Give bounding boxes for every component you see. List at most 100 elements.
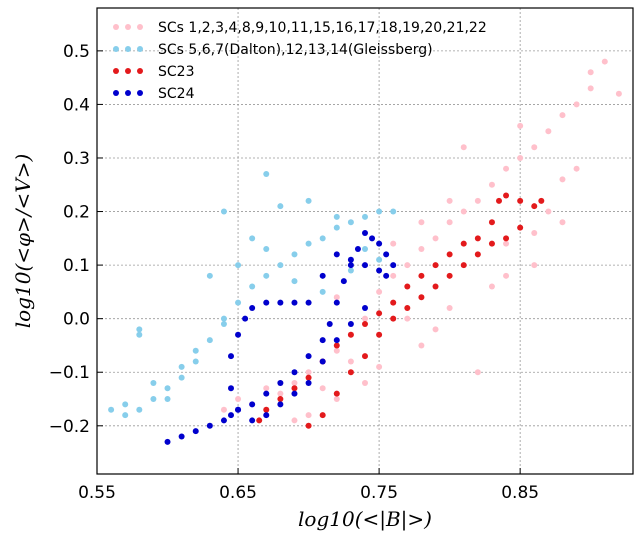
data-point bbox=[347, 262, 354, 269]
data-point bbox=[573, 165, 580, 172]
data-point bbox=[418, 219, 425, 226]
legend-label: SC23 bbox=[158, 64, 194, 80]
data-point bbox=[488, 240, 495, 247]
data-point bbox=[383, 251, 390, 258]
y-tick-label: 0.0 bbox=[63, 310, 90, 330]
y-tick-label: 0.5 bbox=[63, 42, 90, 62]
data-point bbox=[249, 283, 256, 290]
data-point bbox=[256, 417, 263, 424]
data-point bbox=[192, 358, 199, 365]
data-point bbox=[228, 412, 234, 419]
data-point bbox=[488, 219, 495, 226]
data-point bbox=[362, 353, 368, 360]
legend-marker bbox=[125, 24, 131, 30]
data-point bbox=[615, 90, 622, 97]
data-point bbox=[164, 438, 171, 445]
data-point bbox=[503, 192, 510, 199]
x-axis-label: log10(<|B|>) bbox=[298, 507, 432, 532]
data-point bbox=[305, 197, 312, 204]
data-point bbox=[305, 240, 312, 247]
data-point bbox=[362, 321, 368, 328]
data-point bbox=[249, 417, 256, 424]
data-point bbox=[362, 246, 368, 253]
legend-label: SCs 5,6,7(Dalton),12,13,14(Gleissberg) bbox=[158, 42, 433, 58]
data-point bbox=[446, 304, 453, 311]
data-point bbox=[192, 428, 199, 435]
y-tick-label: 0.1 bbox=[63, 256, 90, 276]
data-point bbox=[228, 385, 234, 392]
data-point bbox=[333, 294, 340, 301]
data-point bbox=[488, 283, 495, 290]
legend-label: SCs 1,2,3,4,8,9,10,11,15,16,17,18,19,20,… bbox=[158, 20, 487, 36]
data-point bbox=[277, 396, 284, 403]
data-point bbox=[460, 144, 467, 151]
data-point bbox=[333, 213, 340, 220]
data-point bbox=[531, 262, 538, 269]
data-point bbox=[122, 412, 129, 419]
data-point bbox=[263, 385, 270, 392]
data-point bbox=[263, 412, 270, 419]
data-point bbox=[263, 390, 270, 397]
data-point bbox=[305, 379, 312, 386]
data-point bbox=[178, 374, 185, 381]
data-point bbox=[587, 85, 594, 92]
data-point bbox=[503, 165, 510, 172]
data-point bbox=[305, 374, 312, 381]
data-point bbox=[277, 379, 284, 386]
data-point bbox=[432, 326, 439, 333]
data-point bbox=[277, 401, 284, 408]
data-point bbox=[150, 396, 157, 403]
data-point bbox=[277, 299, 284, 306]
data-point bbox=[192, 347, 199, 354]
data-point bbox=[390, 262, 397, 269]
legend-marker bbox=[137, 24, 143, 30]
data-point bbox=[228, 353, 234, 360]
data-point bbox=[362, 379, 368, 386]
legend-marker bbox=[113, 46, 119, 52]
data-point bbox=[369, 235, 376, 242]
data-point bbox=[531, 203, 538, 210]
data-point bbox=[362, 213, 368, 220]
data-point bbox=[601, 58, 608, 65]
data-point bbox=[517, 154, 524, 161]
data-point bbox=[347, 256, 354, 263]
data-point bbox=[291, 278, 298, 285]
data-point bbox=[178, 363, 185, 370]
x-tick-label: 0.55 bbox=[78, 483, 116, 503]
data-point bbox=[108, 406, 115, 413]
data-point bbox=[531, 144, 538, 151]
data-point bbox=[545, 128, 552, 135]
data-point bbox=[347, 219, 354, 226]
data-point bbox=[474, 369, 481, 376]
data-point bbox=[326, 321, 333, 328]
data-point bbox=[503, 272, 510, 279]
data-point bbox=[404, 262, 411, 269]
series-layer bbox=[108, 58, 622, 445]
data-point bbox=[263, 299, 270, 306]
data-point bbox=[559, 112, 566, 119]
data-point bbox=[277, 203, 284, 210]
data-point bbox=[333, 337, 340, 344]
data-point bbox=[263, 406, 270, 413]
data-point bbox=[291, 390, 298, 397]
data-point bbox=[319, 358, 326, 365]
data-point bbox=[573, 101, 580, 108]
data-point bbox=[474, 251, 481, 258]
data-point bbox=[376, 310, 383, 317]
data-point bbox=[333, 299, 340, 306]
data-point bbox=[446, 272, 453, 279]
data-point bbox=[390, 272, 397, 279]
data-point bbox=[235, 331, 242, 338]
data-point bbox=[503, 240, 510, 247]
y-axis-label: log10(<φ>/<V>) bbox=[11, 154, 35, 329]
data-point bbox=[404, 283, 411, 290]
data-point bbox=[418, 272, 425, 279]
data-point bbox=[418, 342, 425, 349]
data-point bbox=[319, 272, 326, 279]
data-point bbox=[354, 246, 361, 253]
series-4 bbox=[164, 229, 397, 445]
x-tick-label: 0.75 bbox=[360, 483, 398, 503]
data-point bbox=[460, 208, 467, 215]
data-point bbox=[235, 396, 242, 403]
